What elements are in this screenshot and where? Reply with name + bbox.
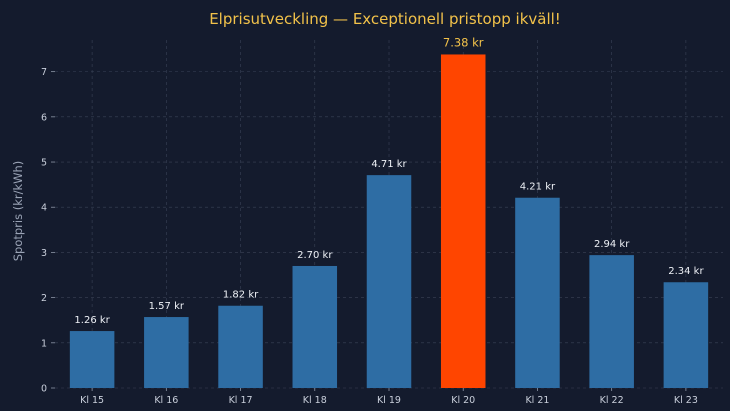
data-label: 1.26 kr [74,315,110,326]
data-labels: 1.26 kr 1.57 kr 1.82 kr 2.70 kr 4.71 kr 7.38 … [74,35,704,326]
y-axis-label: Spotpris (kr/kWh) [11,161,25,262]
x-tick-label: Kl 16 [154,395,178,406]
x-tick-label: Kl 17 [229,395,253,406]
x-tick-label: Kl 23 [674,395,698,406]
bar-kl-20 [440,54,486,388]
x-tick-label: Kl 20 [451,395,475,406]
data-label: 2.70 kr [297,250,333,261]
x-tick-label: Kl 19 [377,395,401,406]
x-tick-label: Kl 15 [80,395,104,406]
y-tick-label: 6 [41,112,47,123]
x-tick-label: Kl 21 [525,395,549,406]
y-tick-label: 4 [41,203,47,214]
data-label: 2.34 kr [668,266,704,277]
bar-kl-17 [218,305,263,388]
y-axis-ticks: 0 1 2 3 4 5 6 7 [41,67,55,395]
x-tick-label: Kl 22 [600,395,624,406]
y-tick-label: 2 [41,293,47,304]
bars [69,54,709,388]
x-tick-label: Kl 18 [303,395,327,406]
y-tick-label: 5 [41,158,47,169]
bar-kl-18 [292,265,338,388]
chart-title: Elprisutveckling — Exceptionell pristopp… [209,10,561,28]
bar-kl-16 [144,317,189,388]
y-tick-label: 7 [41,67,47,78]
data-label: 1.82 kr [223,290,259,301]
bar-kl-23 [663,282,709,388]
bar-kl-21 [515,197,560,388]
data-label: 4.71 kr [371,159,407,170]
y-tick-label: 0 [41,384,47,395]
data-label: 4.21 kr [520,182,556,193]
bar-kl-19 [366,175,412,388]
bar-kl-22 [589,255,634,388]
y-tick-label: 1 [41,338,47,349]
data-label: 1.57 kr [149,301,185,312]
y-tick-label: 3 [41,248,47,259]
data-label: 2.94 kr [594,239,630,250]
data-label: 7.38 kr [443,35,484,49]
bar-kl-15 [69,331,115,388]
x-axis-ticks: Kl 15 Kl 16 Kl 17 Kl 18 Kl 19 Kl 20 Kl 21 Kl 22… [80,388,698,406]
